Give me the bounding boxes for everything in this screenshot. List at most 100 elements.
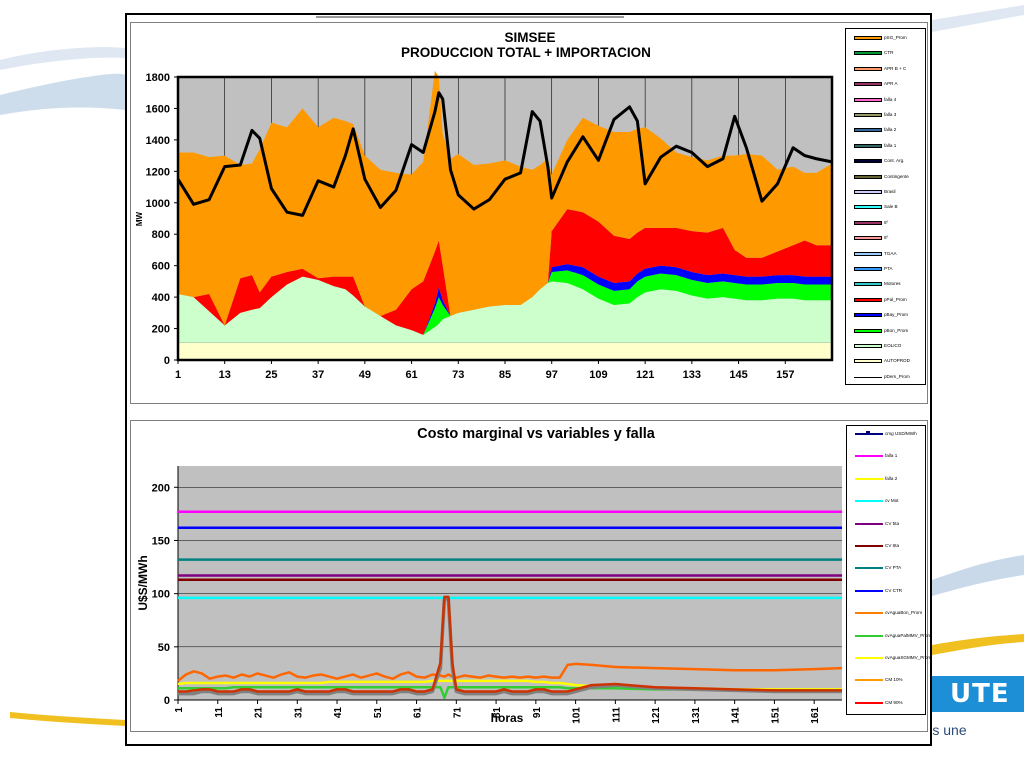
legend-swatch bbox=[855, 455, 883, 458]
chart1-xtick-label: 109 bbox=[589, 369, 607, 381]
chart1-ytick-label: 1800 bbox=[146, 72, 170, 84]
chart2-legend-item: cvAguaSGMMV_Prom bbox=[847, 653, 931, 663]
series-area-pbon-prom bbox=[178, 270, 832, 335]
chart2-legend: cmg USD/MWh falla 1 falla 2 cv Mot CV 5ta CV … bbox=[846, 425, 931, 715]
chart1-xtick-label: 121 bbox=[636, 369, 654, 381]
legend-swatch bbox=[855, 477, 883, 480]
chart2-ytick-label: 100 bbox=[152, 589, 170, 601]
chart2-xtick-label: 121 bbox=[651, 707, 662, 724]
chart2-legend-item: CV PTA bbox=[847, 563, 925, 573]
legend-swatch bbox=[854, 328, 882, 333]
legend-swatch bbox=[855, 701, 883, 704]
chart1-ytick-label: 200 bbox=[152, 324, 170, 336]
legend-label: CV 5ta bbox=[885, 520, 900, 526]
legend-label: cmg USD/MWh bbox=[885, 431, 917, 436]
legend-swatch bbox=[855, 679, 883, 682]
chart1-legend-item: APR B + C bbox=[846, 64, 925, 74]
series-line-pdem-prom bbox=[176, 91, 833, 217]
legend-swatch bbox=[855, 500, 883, 503]
legend-swatch bbox=[854, 359, 882, 364]
legend-label: Cont. Arg. bbox=[884, 158, 905, 164]
chart1-ytick-label: 600 bbox=[152, 261, 170, 273]
legend-label: Contingente bbox=[884, 173, 909, 179]
chart2-legend-item: falla 1 bbox=[847, 451, 925, 461]
legend-marker bbox=[866, 431, 870, 435]
legend-swatch bbox=[854, 82, 882, 87]
chart2-legend-item: CM 10% bbox=[847, 675, 925, 685]
legend-swatch bbox=[855, 634, 883, 637]
legend-label: falla 1 bbox=[885, 453, 898, 459]
chart1-legend-item: EOLICO bbox=[846, 341, 925, 351]
legend-label: pBay_Prom bbox=[884, 312, 909, 318]
legend-label: CV CTR bbox=[885, 587, 903, 593]
chart1-legend-item: 6º bbox=[846, 233, 925, 243]
chart2-xtick-label: 101 bbox=[572, 707, 583, 724]
chart1-legend-item: Sale B bbox=[846, 202, 925, 212]
chart1-legend-item: falla 3 bbox=[846, 110, 925, 120]
legend-label: falla 3 bbox=[884, 112, 897, 117]
chart1-legend-item: APR A bbox=[846, 79, 925, 89]
chart2-xtick-label: 151 bbox=[770, 707, 781, 724]
legend-swatch bbox=[854, 190, 882, 194]
legend-swatch bbox=[854, 376, 882, 378]
legend-swatch bbox=[854, 128, 882, 133]
chart1-ylabel: MW bbox=[135, 211, 144, 226]
legend-swatch bbox=[855, 612, 883, 615]
chart2-xtick-label: 31 bbox=[293, 707, 304, 719]
chart1-xtick-label: 85 bbox=[499, 369, 511, 381]
legend-swatch bbox=[854, 220, 882, 225]
chart1-ytick-label: 0 bbox=[164, 355, 170, 367]
legend-label: pSG_Prom bbox=[884, 35, 907, 40]
series-area-eolico bbox=[178, 276, 832, 343]
chart2-ytick-label: 150 bbox=[152, 535, 170, 547]
chart1-legend-item: pPal_Prom bbox=[846, 295, 925, 305]
legend-label: 5º bbox=[884, 219, 889, 225]
series-line-cmg-usd-mwh bbox=[178, 597, 842, 696]
chart2-xtick-label: 41 bbox=[333, 707, 344, 719]
legend-label: CM 90% bbox=[885, 699, 903, 705]
chart1-legend-item: pBon_Prom bbox=[846, 326, 925, 336]
legend-label: EOLICO bbox=[884, 343, 902, 348]
legend-swatch bbox=[854, 251, 882, 256]
chart1-legend-item: pSG_Prom bbox=[846, 33, 925, 43]
chart1-xtick-label: 61 bbox=[405, 369, 417, 381]
series-line-cvaguapalmmv-prom bbox=[178, 685, 842, 700]
legend-label: falla 2 bbox=[884, 127, 897, 133]
legend-swatch bbox=[854, 143, 882, 148]
chart2-xtick-label: 131 bbox=[691, 707, 702, 724]
chart1-legend-item: PTA bbox=[846, 264, 925, 274]
chart2-xtick-label: 61 bbox=[413, 707, 424, 719]
chart1-subtitle: PRODUCCION TOTAL + IMPORTACION bbox=[401, 45, 651, 60]
legend-swatch bbox=[854, 205, 882, 210]
legend-swatch bbox=[854, 174, 882, 179]
chart2-xtick-label: 111 bbox=[611, 707, 622, 723]
legend-label: Motores bbox=[884, 281, 901, 287]
chart2-xtick-label: 81 bbox=[492, 707, 503, 719]
chart2-xlabel: horas bbox=[491, 711, 524, 725]
legend-label: falla 1 bbox=[884, 142, 897, 148]
chart1-xtick-label: 13 bbox=[219, 369, 231, 381]
legend-label: APR A bbox=[884, 81, 898, 87]
chart1-legend-item: falla 1 bbox=[846, 141, 925, 151]
legend-label: cv Mot bbox=[885, 498, 899, 504]
ute-logo: UTE bbox=[930, 676, 1024, 736]
legend-swatch bbox=[854, 113, 882, 117]
chart1-legend-item: TGAA bbox=[846, 249, 925, 259]
chart2-legend-item: CM 90% bbox=[847, 698, 925, 708]
chart1-legend-item: Motores bbox=[846, 279, 925, 289]
chart2-title: Costo marginal vs variables y falla bbox=[417, 426, 655, 442]
chart2-legend-item: CV 5ta bbox=[847, 519, 925, 529]
chart1-legend-item: falla 4 bbox=[846, 95, 925, 105]
chart1-legend-item: AUTOPROD bbox=[846, 356, 925, 366]
legend-swatch bbox=[855, 431, 883, 435]
chart1-xtick-label: 97 bbox=[546, 369, 558, 381]
chart2-legend-item: CV CTR bbox=[847, 586, 925, 596]
legend-label: cvAguaPalMMV_Prom bbox=[885, 632, 932, 638]
legend-label: pBon_Prom bbox=[884, 327, 909, 333]
chart2-legend-item: falla 2 bbox=[847, 474, 925, 484]
legend-label: cvAguaBon_Prom bbox=[885, 610, 923, 616]
chart2-ytick-label: 200 bbox=[152, 482, 170, 494]
legend-label: falla 2 bbox=[885, 475, 898, 481]
chart1-xtick-label: 25 bbox=[265, 369, 277, 381]
